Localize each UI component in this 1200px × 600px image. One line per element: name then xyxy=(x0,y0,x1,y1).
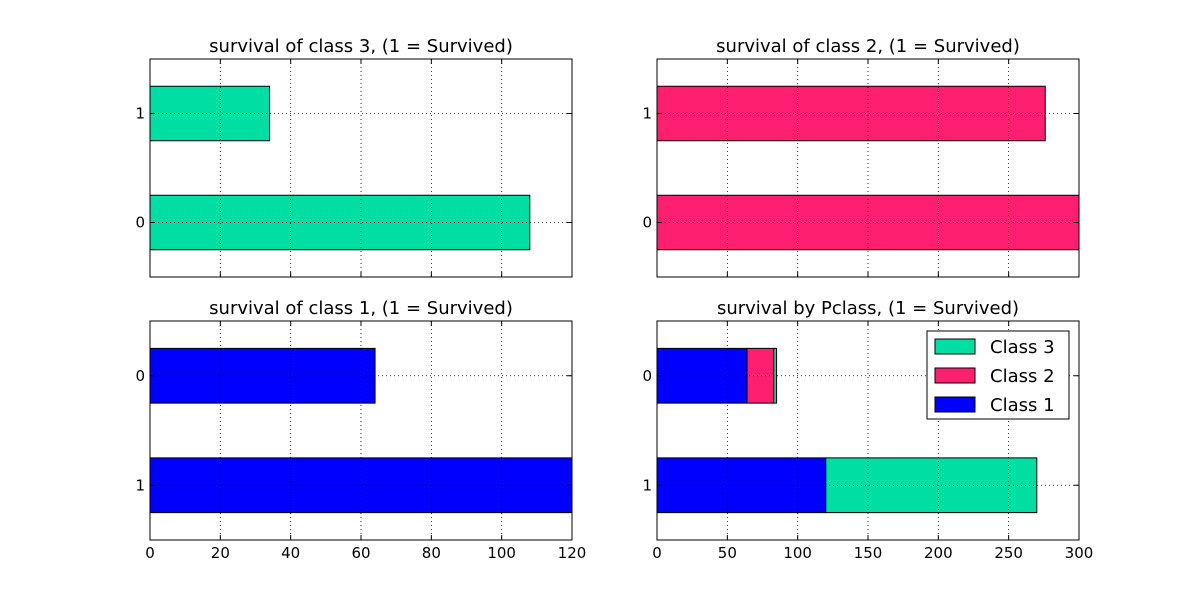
legend-label-class-2: Class 2 xyxy=(990,366,1055,387)
x-tick-label: 60 xyxy=(351,544,370,562)
y-tick-label: 0 xyxy=(642,214,652,232)
x-tick-label: 150 xyxy=(854,544,883,562)
y-tick-label: 0 xyxy=(642,367,652,385)
axes-frame xyxy=(149,58,573,278)
x-tick-label: 40 xyxy=(281,544,300,562)
y-tick-label: 0 xyxy=(135,367,145,385)
subplot-title: survival by Pclass, (1 = Survived) xyxy=(717,298,1019,319)
x-tick-label: 20 xyxy=(211,544,230,562)
legend-swatch-class-2 xyxy=(934,367,976,384)
legend-swatch-class-3 xyxy=(934,338,976,355)
bar-series-cat-1 xyxy=(149,85,271,142)
x-tick-label: 300 xyxy=(1065,544,1094,562)
legend-label-class-3: Class 3 xyxy=(990,337,1055,358)
legend-swatch-class-1 xyxy=(934,396,976,413)
bar-class-3-cat-0 xyxy=(773,347,778,404)
subplot-2: 0 1 survival of class 2, (1 = Survived) xyxy=(642,36,1080,278)
y-tick-label: 1 xyxy=(135,105,145,123)
y-tick-label: 1 xyxy=(642,476,652,494)
y-tick-label: 1 xyxy=(135,476,145,494)
y-tick-label: 1 xyxy=(642,105,652,123)
y-tick-label: 0 xyxy=(135,214,145,232)
legend-label-class-1: Class 1 xyxy=(990,395,1055,416)
x-tick-label: 120 xyxy=(558,544,587,562)
subplot-3: 0 20 40 60 80 100 120 1 0 survival of class 1, (1… xyxy=(135,298,586,562)
x-tick-label: 200 xyxy=(924,544,953,562)
x-tick-label: 0 xyxy=(652,544,662,562)
x-tick-label: 250 xyxy=(994,544,1023,562)
subplot-4: 0 50 100 150 200 250 300 1 0 survival by Pclass, … xyxy=(642,298,1093,562)
subplot-title: survival of class 1, (1 = Survived) xyxy=(209,298,513,319)
axes-frame xyxy=(656,320,1080,541)
x-tick-label: 0 xyxy=(145,544,155,562)
x-tick-label: 80 xyxy=(422,544,441,562)
axes-frame xyxy=(149,320,573,541)
legend: Class 3 Class 2 Class 1 xyxy=(926,330,1070,420)
bar-series-cat-1 xyxy=(656,85,1046,142)
x-tick-label: 100 xyxy=(783,544,812,562)
subplot-title: survival of class 3, (1 = Survived) xyxy=(209,36,513,57)
subplot-title: survival of class 2, (1 = Survived) xyxy=(716,36,1020,57)
subplot-1: 0 1 survival of class 3, (1 = Survived) xyxy=(135,36,573,278)
axes-frame xyxy=(656,58,1080,278)
x-tick-label: 100 xyxy=(487,544,516,562)
x-tick-label: 50 xyxy=(718,544,737,562)
